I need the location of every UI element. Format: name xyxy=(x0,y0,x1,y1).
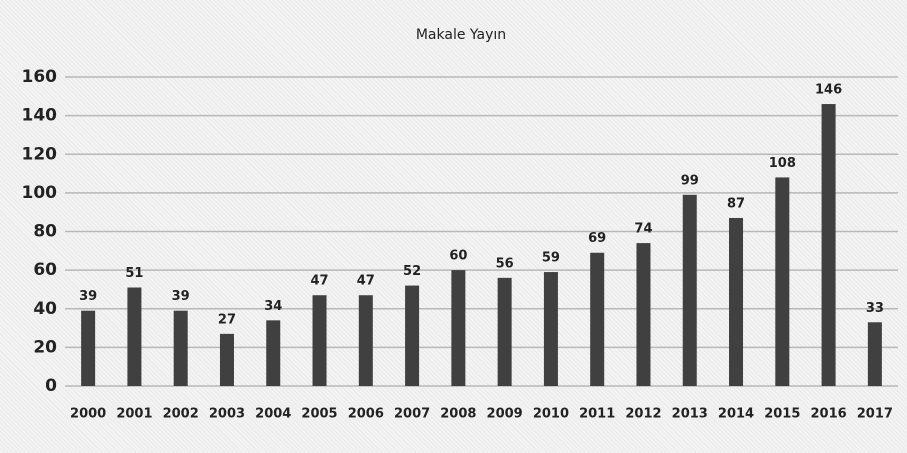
bar xyxy=(590,252,605,386)
bar xyxy=(729,217,744,386)
x-tick-label: 2006 xyxy=(348,407,384,422)
bar xyxy=(127,287,142,386)
x-tick-label: 2012 xyxy=(625,407,661,422)
bar xyxy=(358,295,373,386)
bar xyxy=(636,243,651,386)
bar xyxy=(173,310,188,386)
x-tick-label: 2001 xyxy=(116,407,152,422)
bar xyxy=(81,310,96,386)
data-label: 51 xyxy=(125,266,143,281)
data-label: 47 xyxy=(310,274,328,289)
x-tick-label: 2002 xyxy=(163,407,199,422)
y-tick-label: 0 xyxy=(45,376,57,396)
x-tick-label: 2007 xyxy=(394,407,430,422)
bar xyxy=(543,272,558,386)
bar xyxy=(451,270,466,386)
y-tick-label: 20 xyxy=(33,337,57,357)
x-tick-label: 2000 xyxy=(70,407,106,422)
bar xyxy=(219,333,234,386)
data-label: 39 xyxy=(172,289,190,304)
y-tick-label: 160 xyxy=(22,67,58,87)
x-tick-label: 2011 xyxy=(579,407,615,422)
data-label: 56 xyxy=(496,256,514,271)
data-label: 34 xyxy=(264,299,282,314)
bar xyxy=(266,320,281,386)
x-tick-label: 2017 xyxy=(857,407,893,422)
bar xyxy=(821,104,836,386)
y-tick-label: 80 xyxy=(33,222,57,242)
y-tick-label: 40 xyxy=(33,299,57,319)
x-tick-label: 2015 xyxy=(764,407,800,422)
data-label: 60 xyxy=(449,249,467,264)
data-label: 146 xyxy=(815,83,842,98)
data-label: 74 xyxy=(634,222,652,237)
x-tick-label: 2013 xyxy=(672,407,708,422)
x-tick-label: 2003 xyxy=(209,407,245,422)
x-tick-label: 2014 xyxy=(718,407,754,422)
chart-title: Makale Yayın xyxy=(416,27,506,43)
data-label: 59 xyxy=(542,251,560,266)
data-label: 69 xyxy=(588,231,606,246)
bar xyxy=(497,277,512,386)
data-label: 108 xyxy=(769,156,796,171)
y-tick-label: 100 xyxy=(22,183,58,203)
bar xyxy=(405,285,420,386)
bar xyxy=(682,194,697,386)
bar xyxy=(312,295,327,386)
y-tick-label: 120 xyxy=(22,144,58,164)
data-label: 87 xyxy=(727,196,745,211)
bar xyxy=(775,177,790,386)
data-label: 47 xyxy=(357,274,375,289)
x-tick-label: 2004 xyxy=(255,407,291,422)
data-label: 27 xyxy=(218,312,236,327)
x-tick-label: 2016 xyxy=(810,407,846,422)
x-tick-label: 2009 xyxy=(487,407,523,422)
data-label: 52 xyxy=(403,264,421,279)
x-tick-label: 2008 xyxy=(440,407,476,422)
data-label: 33 xyxy=(866,301,884,316)
data-label: 99 xyxy=(681,173,699,188)
x-tick-label: 2005 xyxy=(301,407,337,422)
y-tick-label: 140 xyxy=(22,106,58,126)
x-tick-label: 2010 xyxy=(533,407,569,422)
bar xyxy=(867,322,882,386)
y-tick-label: 60 xyxy=(33,260,57,280)
data-label: 39 xyxy=(79,289,97,304)
